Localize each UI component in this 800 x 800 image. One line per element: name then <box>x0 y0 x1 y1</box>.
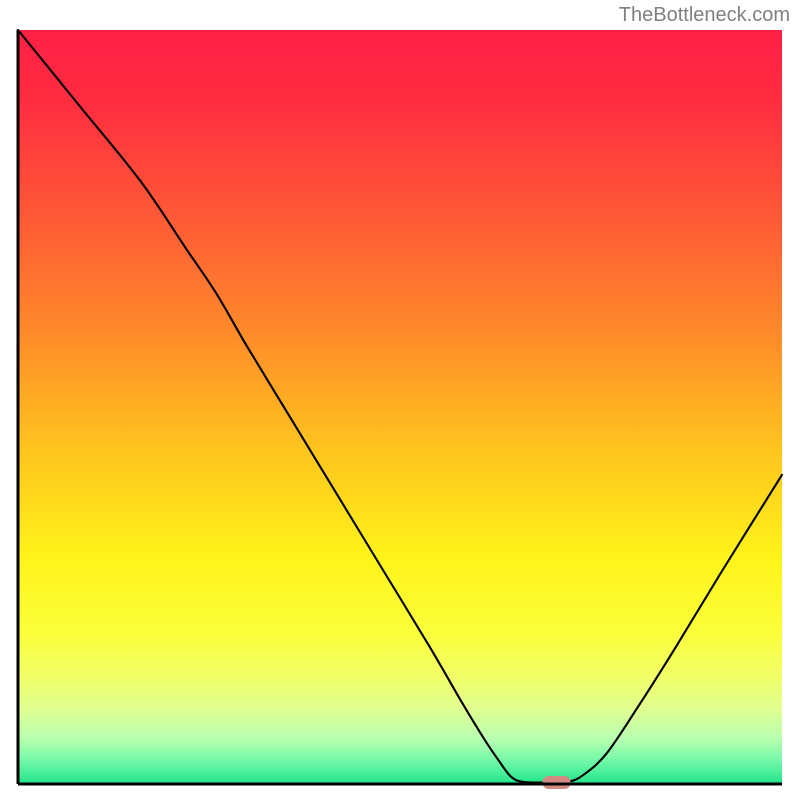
optimal-marker <box>543 776 571 789</box>
watermark-text: TheBottleneck.com <box>619 4 790 27</box>
chart-svg <box>0 0 800 800</box>
bottleneck-chart: TheBottleneck.com <box>0 0 800 800</box>
plot-background <box>18 30 782 784</box>
